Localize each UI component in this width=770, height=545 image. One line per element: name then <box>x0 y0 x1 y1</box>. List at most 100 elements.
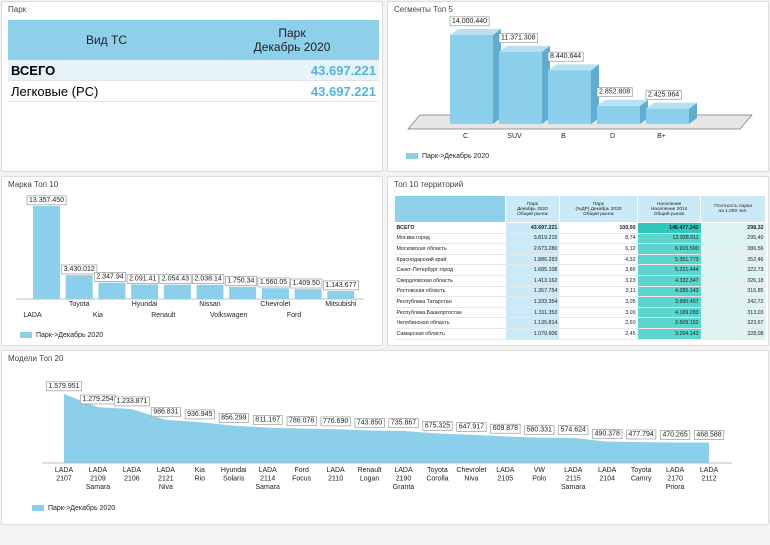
value-label: 580.331 <box>524 425 555 435</box>
cell: Республика Башкортостан <box>394 307 506 319</box>
bar <box>163 284 191 299</box>
bar <box>294 289 322 299</box>
label-line: LADA <box>700 467 719 474</box>
data-label: 574.624 <box>561 427 586 434</box>
cell: Свердловская область <box>394 275 506 287</box>
bar <box>450 35 493 124</box>
x-tick-label: Kia <box>93 312 103 319</box>
x-tick-label: Renault Logan <box>357 467 381 483</box>
value-label: 2.852.808 <box>596 87 633 98</box>
cell: 5.221.444 <box>637 264 701 276</box>
label-line: 2190 <box>396 475 412 482</box>
cell: 8,74 <box>559 233 638 245</box>
label-line: 2170 <box>667 475 683 482</box>
cell: 146.477.242 <box>637 222 701 234</box>
cell: 1.135.814 <box>505 317 560 329</box>
panel-title: Парк <box>8 5 27 14</box>
data-label: 2.091.41 <box>129 275 156 282</box>
data-label: 468.588 <box>696 431 721 438</box>
x-tick-label: LADA 2190 Granta <box>393 467 415 491</box>
cell: 3,23 <box>559 275 638 287</box>
label-line: Samara <box>255 484 280 491</box>
panel: Сегменты Топ 5 14.000.440 C 11.371.308 SUV 8… <box>387 1 769 172</box>
table-row: Москва город 3.819.215 8,74 12.928.911 295,4… <box>394 233 766 245</box>
cell: 3.264.143 <box>637 328 701 340</box>
value-label: 786.076 <box>286 416 317 426</box>
legend-label: Парк->Декабрь 2020 <box>48 504 115 512</box>
data-label: 609.878 <box>493 425 518 432</box>
label-box <box>159 274 192 284</box>
cell: 298,32 <box>700 222 766 234</box>
cell: 43.697.221 <box>505 222 560 234</box>
table-header: Вид ТС Парк Декабрь 2020 <box>8 20 379 60</box>
value-label: 490.378 <box>592 429 623 439</box>
header-cell: Вид ТС <box>8 20 205 60</box>
value-label: 2.038.14 <box>192 274 225 284</box>
x-tick-label: C <box>463 133 468 140</box>
bar <box>548 70 591 124</box>
data-label: 14.000.440 <box>452 18 487 25</box>
data-label: 2.054.43 <box>162 276 189 283</box>
cell: Москва город <box>394 233 506 245</box>
data-label: 2.425.964 <box>648 91 679 98</box>
data-label: 811.167 <box>255 416 280 423</box>
x-tick-label: Kia Rio <box>195 467 206 483</box>
cell: 3,11 <box>559 286 638 298</box>
data-label: 647.917 <box>459 424 484 431</box>
data-label: 786.076 <box>289 418 314 425</box>
cell: 295,40 <box>700 233 766 245</box>
cell: Краснодарский край <box>394 254 506 266</box>
label-box <box>388 418 419 429</box>
data-label: 1.750.34 <box>227 278 254 285</box>
value-label: 675.325 <box>422 421 453 431</box>
table-row: Московская область 2.673.280 6,12 6.915.500… <box>394 243 766 255</box>
data-label: 1.560.05 <box>260 279 287 286</box>
label-line: Logan <box>360 475 380 482</box>
label-box <box>660 430 691 440</box>
data-label: 477.794 <box>628 431 653 438</box>
label-line: 2112 <box>702 475 717 482</box>
bar-top <box>450 29 501 35</box>
legend-swatch <box>32 505 44 511</box>
bar <box>261 288 289 299</box>
label-line: LADA <box>55 467 74 474</box>
bar <box>33 206 60 299</box>
label-box <box>320 416 351 427</box>
table-header: Парк Декабрь 2020 Общий рынок Парк (%ДР) … <box>394 195 766 223</box>
label-box <box>94 272 127 282</box>
value-label: 3.430.012 <box>61 264 98 275</box>
header-cell: Плотность парка на 1.000 чел. <box>700 195 766 223</box>
x-tick-label: B <box>561 133 566 140</box>
x-tick-label: LADA 2114 Samara <box>255 467 280 491</box>
cell: Легковые (PC) <box>8 80 205 102</box>
cell: 326,18 <box>700 275 766 287</box>
cell: ВСЕГО <box>394 222 506 234</box>
label-line: Ford <box>294 467 309 474</box>
label-line: Polo <box>532 475 546 482</box>
cell: 323,67 <box>700 317 766 329</box>
x-tick-label: Toyota Camry <box>631 467 652 483</box>
label-box <box>46 381 82 392</box>
x-tick-label: Renault <box>151 312 175 319</box>
area <box>64 394 710 463</box>
panel: Топ 10 территорий Парк Декабрь 2020 Общи… <box>387 176 769 346</box>
panel-title: Марка Топ 10 <box>8 180 59 189</box>
value-label: 1.143.677 <box>322 280 359 291</box>
label-line: Niva <box>464 475 478 482</box>
table-row: Самарская область 1.070.906 2,45 3.264.143 3… <box>394 328 766 340</box>
label-box <box>596 87 633 98</box>
x-tick-label: LADA <box>23 312 42 319</box>
x-tick-label: LADA 2106 <box>123 467 142 483</box>
label-line: Camry <box>631 475 652 482</box>
table-row: ВСЕГО 43.697.221 <box>8 60 379 81</box>
x-tick-label: LADA 2170 Priora <box>666 467 685 491</box>
label-box <box>694 430 725 440</box>
bar <box>646 108 689 124</box>
label-line: LADA <box>259 467 278 474</box>
cell: Ростовская область <box>394 286 506 298</box>
data-label: 1.143.677 <box>325 282 356 289</box>
label-line: 2115 <box>566 475 581 482</box>
value-label: 609.878 <box>490 423 521 434</box>
label-line: Granta <box>393 484 415 491</box>
